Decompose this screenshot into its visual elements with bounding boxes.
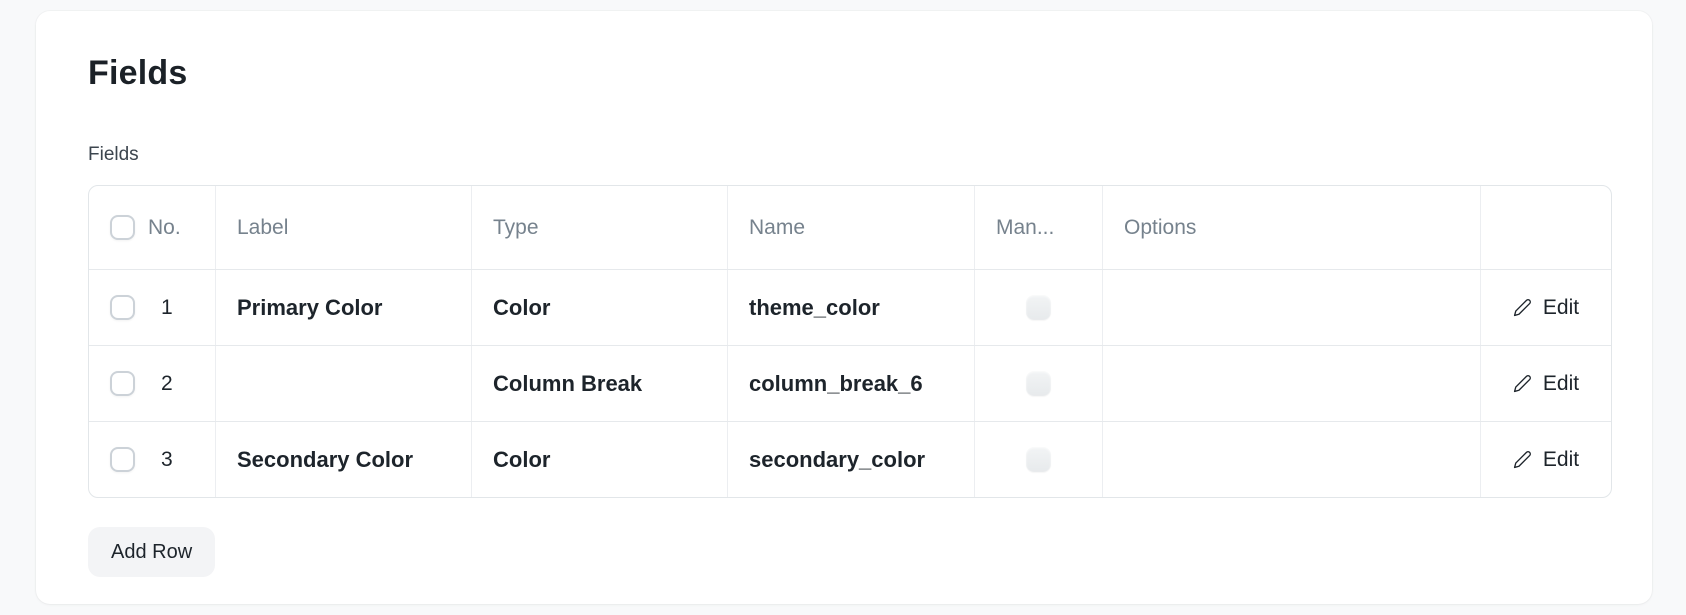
row-number-cell: 3 xyxy=(89,422,216,498)
row-number-cell: 1 xyxy=(89,270,216,346)
label-cell[interactable] xyxy=(216,346,472,422)
label-cell[interactable]: Primary Color xyxy=(216,270,472,346)
row-checkbox[interactable] xyxy=(110,295,135,321)
edit-row-button[interactable]: Edit xyxy=(1513,372,1579,396)
table-header-row: No. Label Type Name Man... Options xyxy=(89,186,1611,271)
header-cell-edit xyxy=(1481,186,1611,269)
edit-cell: Edit xyxy=(1481,422,1611,497)
fields-section-label: Fields xyxy=(88,144,139,166)
type-cell[interactable]: Color xyxy=(472,270,728,346)
row-number: 2 xyxy=(161,371,173,395)
type-value: Column Break xyxy=(493,370,643,396)
type-value: Color xyxy=(493,294,551,320)
pencil-icon xyxy=(1513,374,1532,393)
table-row: 2 Column Break column_break_6 xyxy=(89,346,1611,423)
label-value: Primary Color xyxy=(237,294,383,320)
header-label-type: Type xyxy=(493,215,539,239)
table-row: 1 Primary Color Color theme_color xyxy=(89,270,1611,347)
pencil-icon xyxy=(1513,298,1532,317)
label-value: Secondary Color xyxy=(237,446,414,472)
header-cell-no: No. xyxy=(89,186,216,270)
mandatory-checkbox[interactable] xyxy=(1026,295,1051,321)
name-cell[interactable]: theme_color xyxy=(728,270,975,346)
name-cell[interactable]: column_break_6 xyxy=(728,346,975,422)
options-cell[interactable] xyxy=(1103,270,1481,346)
select-all-checkbox[interactable] xyxy=(110,215,135,241)
page-title: Fields xyxy=(88,54,188,92)
pencil-icon xyxy=(1513,450,1532,469)
mandatory-cell xyxy=(975,270,1103,346)
row-number: 1 xyxy=(161,295,173,319)
add-row-button[interactable]: Add Row xyxy=(88,527,216,578)
mandatory-checkbox[interactable] xyxy=(1026,447,1051,473)
row-number-cell: 2 xyxy=(89,346,216,422)
name-value: secondary_color xyxy=(749,446,926,472)
mandatory-checkbox[interactable] xyxy=(1026,371,1051,397)
edit-button-label: Edit xyxy=(1542,295,1580,319)
name-value: theme_color xyxy=(749,294,880,320)
label-cell[interactable]: Secondary Color xyxy=(216,422,472,498)
header-cell-label: Label xyxy=(216,186,472,270)
row-number: 3 xyxy=(161,447,173,471)
header-label-options: Options xyxy=(1124,215,1197,239)
row-checkbox[interactable] xyxy=(110,371,135,397)
fields-table: No. Label Type Name Man... Options 1 xyxy=(88,185,1612,499)
name-cell[interactable]: secondary_color xyxy=(728,422,975,498)
header-cell-mandatory: Man... xyxy=(975,186,1103,270)
edit-cell: Edit xyxy=(1481,346,1611,421)
type-value: Color xyxy=(493,446,551,472)
table-row: 3 Secondary Color Color secondary_color xyxy=(89,422,1611,498)
edit-button-label: Edit xyxy=(1542,371,1580,395)
edit-row-button[interactable]: Edit xyxy=(1513,448,1579,472)
header-cell-type: Type xyxy=(472,186,728,270)
options-cell[interactable] xyxy=(1103,346,1481,422)
mandatory-cell xyxy=(975,422,1103,498)
header-cell-name: Name xyxy=(728,186,975,270)
type-cell[interactable]: Color xyxy=(472,422,728,498)
header-label-mandatory: Man... xyxy=(996,215,1055,239)
edit-row-button[interactable]: Edit xyxy=(1513,296,1579,320)
row-checkbox[interactable] xyxy=(110,447,135,473)
type-cell[interactable]: Column Break xyxy=(472,346,728,422)
header-label-name: Name xyxy=(749,215,806,239)
fields-card: Fields Fields No. Label Type Name Man...… xyxy=(36,11,1652,604)
edit-button-label: Edit xyxy=(1542,447,1580,471)
options-cell[interactable] xyxy=(1103,422,1481,498)
mandatory-cell xyxy=(975,346,1103,422)
edit-cell: Edit xyxy=(1481,270,1611,345)
name-value: column_break_6 xyxy=(749,370,923,396)
header-label-no: No. xyxy=(148,215,181,239)
header-cell-options: Options xyxy=(1103,186,1481,270)
header-label-label: Label xyxy=(237,215,289,239)
